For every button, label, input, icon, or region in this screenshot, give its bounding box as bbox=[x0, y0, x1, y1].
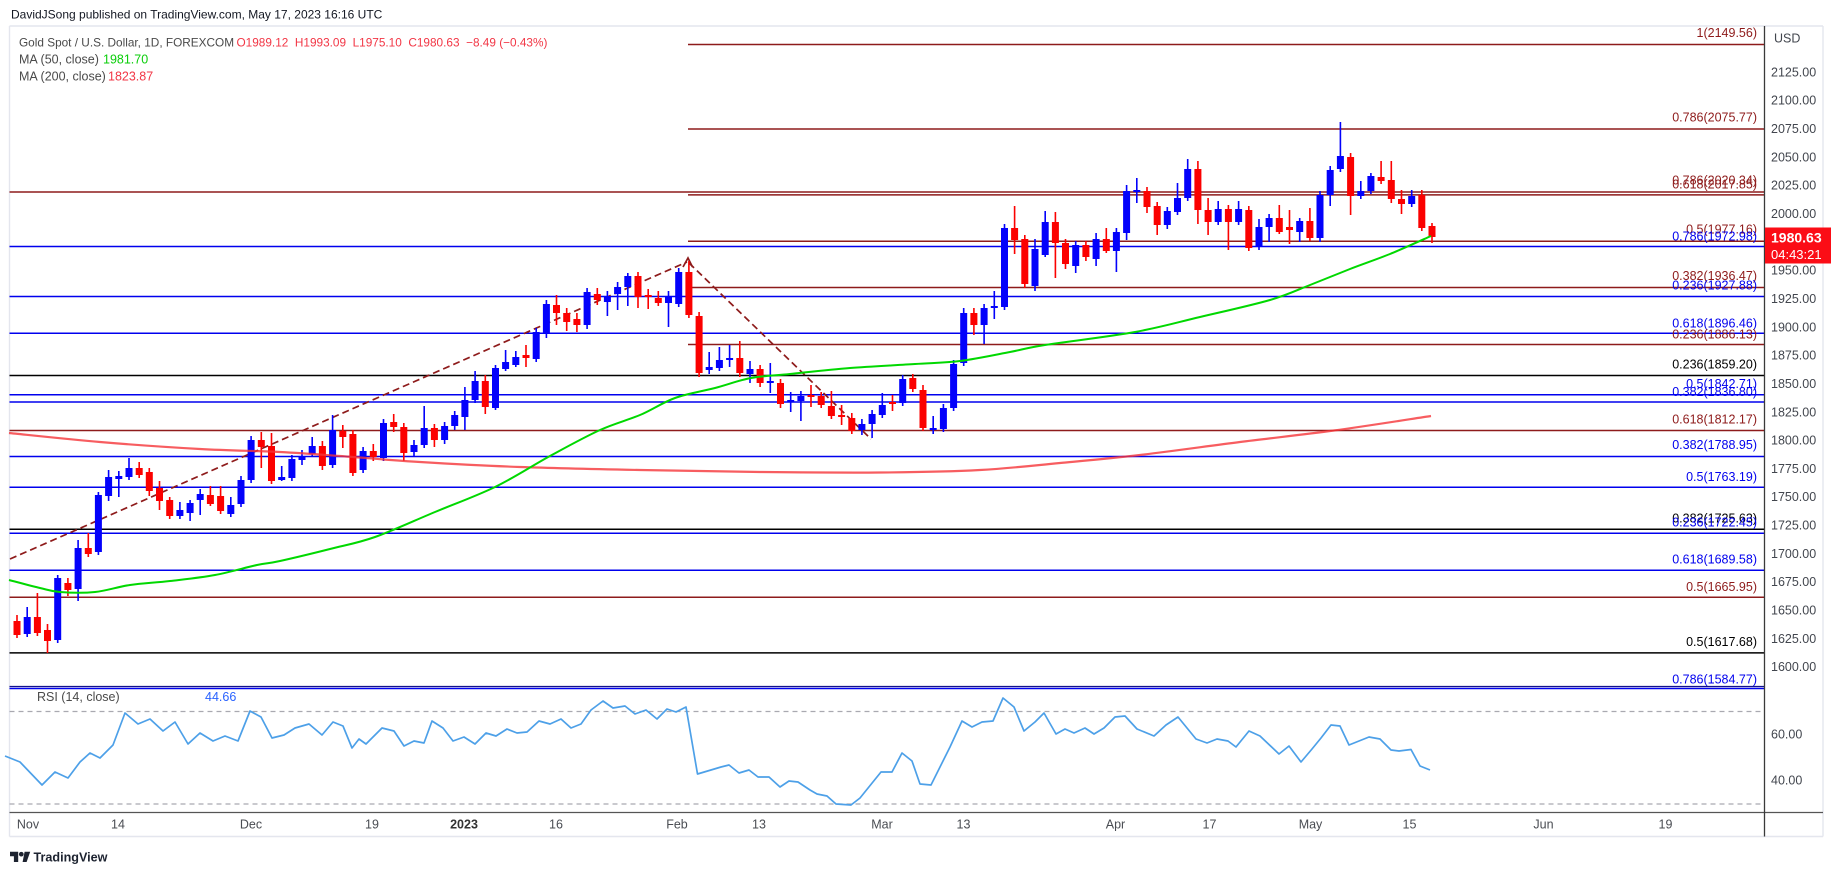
svg-text:19: 19 bbox=[1659, 818, 1673, 832]
svg-text:May: May bbox=[1299, 818, 1323, 832]
svg-text:0.786(2020.34): 0.786(2020.34) bbox=[1672, 174, 1757, 188]
svg-text:1825.00: 1825.00 bbox=[1771, 405, 1816, 419]
svg-text:1650.00: 1650.00 bbox=[1771, 604, 1816, 618]
svg-text:1600.00: 1600.00 bbox=[1771, 660, 1816, 674]
svg-text:Gold Spot / U.S. Dollar, 1D, F: Gold Spot / U.S. Dollar, 1D, FOREXCOM bbox=[19, 36, 234, 50]
svg-text:1750.00: 1750.00 bbox=[1771, 490, 1816, 504]
svg-text:2075.00: 2075.00 bbox=[1771, 122, 1816, 136]
svg-text:0.5(1977.16): 0.5(1977.16) bbox=[1686, 223, 1757, 237]
svg-text:1850.00: 1850.00 bbox=[1771, 377, 1816, 391]
svg-text:40.00: 40.00 bbox=[1771, 774, 1802, 788]
svg-text:0.382(1725.63): 0.382(1725.63) bbox=[1672, 512, 1757, 526]
svg-text:1950.00: 1950.00 bbox=[1771, 264, 1816, 278]
svg-text:MA (50, close): MA (50, close) bbox=[19, 53, 99, 67]
svg-text:1980.63: 1980.63 bbox=[1771, 230, 1822, 246]
svg-text:USD: USD bbox=[1774, 32, 1800, 46]
svg-text:Nov: Nov bbox=[17, 818, 40, 832]
svg-text:1823.87: 1823.87 bbox=[108, 70, 153, 84]
svg-text:1800.00: 1800.00 bbox=[1771, 434, 1816, 448]
svg-text:0.5(1665.95): 0.5(1665.95) bbox=[1686, 580, 1757, 594]
svg-text:0.618(1812.17): 0.618(1812.17) bbox=[1672, 413, 1757, 427]
svg-text:Mar: Mar bbox=[871, 818, 893, 832]
svg-text:2023: 2023 bbox=[450, 818, 478, 832]
svg-text:0.5(1617.68): 0.5(1617.68) bbox=[1686, 635, 1757, 649]
svg-text:19: 19 bbox=[365, 818, 379, 832]
svg-text:1775.00: 1775.00 bbox=[1771, 462, 1816, 476]
svg-text:2125.00: 2125.00 bbox=[1771, 65, 1816, 79]
svg-text:0.786(1972.98): 0.786(1972.98) bbox=[1672, 230, 1757, 244]
svg-text:2000.00: 2000.00 bbox=[1771, 207, 1816, 221]
svg-text:1(2149.56): 1(2149.56) bbox=[1697, 26, 1757, 40]
svg-text:04:43:21: 04:43:21 bbox=[1771, 247, 1822, 262]
svg-text:DavidJSong published on Tradin: DavidJSong published on TradingView.com,… bbox=[11, 8, 383, 22]
svg-text:0.5(1842.71): 0.5(1842.71) bbox=[1686, 377, 1757, 391]
svg-text:0.618(1689.58): 0.618(1689.58) bbox=[1672, 553, 1757, 567]
svg-text:0.5(1763.19): 0.5(1763.19) bbox=[1686, 470, 1757, 484]
svg-text:13: 13 bbox=[752, 818, 766, 832]
svg-text:14: 14 bbox=[111, 818, 125, 832]
svg-text:RSI (14, close): RSI (14, close) bbox=[37, 690, 120, 704]
svg-text:Feb: Feb bbox=[666, 818, 688, 832]
svg-text:44.66: 44.66 bbox=[205, 690, 236, 704]
svg-text:1725.00: 1725.00 bbox=[1771, 519, 1816, 533]
svg-text:15: 15 bbox=[1403, 818, 1417, 832]
svg-text:2100.00: 2100.00 bbox=[1771, 94, 1816, 108]
svg-text:60.00: 60.00 bbox=[1771, 728, 1802, 742]
svg-text:Apr: Apr bbox=[1106, 818, 1125, 832]
svg-text:2025.00: 2025.00 bbox=[1771, 179, 1816, 193]
svg-text:13: 13 bbox=[957, 818, 971, 832]
svg-text:1981.70: 1981.70 bbox=[103, 53, 148, 67]
svg-text:Jun: Jun bbox=[1533, 818, 1553, 832]
svg-text:0.236(1886.13): 0.236(1886.13) bbox=[1672, 328, 1757, 342]
svg-text:MA (200, close): MA (200, close) bbox=[19, 70, 106, 84]
svg-text:2050.00: 2050.00 bbox=[1771, 150, 1816, 164]
svg-text:1900.00: 1900.00 bbox=[1771, 320, 1816, 334]
svg-text:1875.00: 1875.00 bbox=[1771, 349, 1816, 363]
svg-text:17: 17 bbox=[1203, 818, 1217, 832]
svg-text:0.236(1859.20): 0.236(1859.20) bbox=[1672, 358, 1757, 372]
svg-text:0.382(1788.95): 0.382(1788.95) bbox=[1672, 438, 1757, 452]
svg-text:0.382(1836.80): 0.382(1836.80) bbox=[1672, 385, 1757, 399]
svg-text:Dec: Dec bbox=[240, 818, 262, 832]
svg-text:1700.00: 1700.00 bbox=[1771, 547, 1816, 561]
svg-text:0.236(1722.45): 0.236(1722.45) bbox=[1672, 516, 1757, 530]
svg-text:0.618(1896.46): 0.618(1896.46) bbox=[1672, 317, 1757, 331]
svg-text:TradingView: TradingView bbox=[34, 851, 108, 865]
svg-text:1925.00: 1925.00 bbox=[1771, 292, 1816, 306]
svg-text:0.236(1927.88): 0.236(1927.88) bbox=[1672, 279, 1757, 293]
svg-text:16: 16 bbox=[549, 818, 563, 832]
svg-text:0.618(2017.85): 0.618(2017.85) bbox=[1672, 178, 1757, 192]
svg-text:1625.00: 1625.00 bbox=[1771, 632, 1816, 646]
svg-text:0.786(1584.77): 0.786(1584.77) bbox=[1672, 673, 1757, 687]
svg-text:0.382(1936.47): 0.382(1936.47) bbox=[1672, 269, 1757, 283]
svg-text:O1989.12 H1993.09 L1975.10: O1989.12 H1993.09 L1975.10 C1980.63 −8.4… bbox=[237, 36, 548, 50]
svg-text:0.786(2075.77): 0.786(2075.77) bbox=[1672, 111, 1757, 125]
svg-text:1675.00: 1675.00 bbox=[1771, 575, 1816, 589]
